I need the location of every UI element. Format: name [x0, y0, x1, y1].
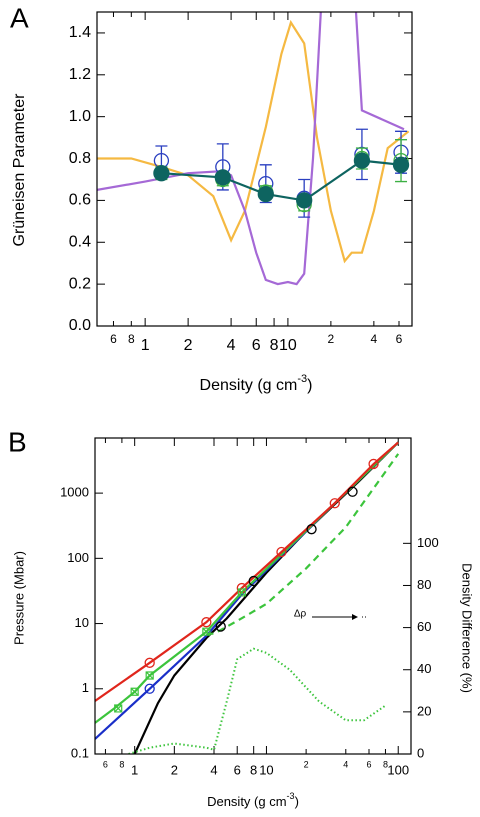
marker: [276, 546, 287, 558]
y-tick-label: 1.2: [69, 66, 91, 83]
x-tick-label: 4: [371, 332, 378, 346]
x-tick-label: 8: [250, 762, 257, 777]
y2-tick-label: 40: [417, 661, 431, 676]
x-tick-label: 2: [171, 762, 178, 777]
marker: [296, 192, 313, 209]
x-tick-label: 8: [119, 759, 124, 769]
annotation: Δρ: [294, 609, 307, 620]
y2-tick-label: 20: [417, 703, 431, 718]
x-tick-label: 8: [270, 337, 279, 354]
x-tick-label: 10: [279, 337, 297, 354]
series-line: [133, 441, 399, 754]
marker: [144, 683, 155, 694]
y-tick-label: 0.4: [69, 233, 91, 250]
marker: [145, 671, 154, 680]
y2-axis-label: Density Difference (%): [460, 563, 475, 693]
marker: [368, 458, 379, 470]
series-line: [206, 453, 400, 635]
plot-frame: [96, 11, 413, 327]
y2-tick-label: 60: [417, 619, 431, 634]
x-tick-label: 6: [366, 759, 371, 769]
x-tick-label: 6: [234, 762, 241, 777]
marker: [306, 524, 317, 535]
marker: [353, 152, 371, 169]
y-tick-label: 1000: [60, 485, 89, 500]
plot-area: [95, 441, 400, 754]
marker: [214, 169, 231, 186]
x-tick-label: 2: [184, 337, 193, 354]
y-tick-label: 0.2: [69, 275, 91, 292]
x-tick-label: 4: [210, 762, 217, 777]
series-line: [97, 12, 405, 286]
y-tick-label: 100: [67, 550, 89, 565]
marker: [347, 486, 358, 497]
marker: [202, 627, 211, 636]
x-tick-label: 4: [343, 759, 348, 769]
series-line: [95, 441, 399, 724]
marker: [329, 498, 340, 509]
marker: [237, 588, 246, 597]
marker: [201, 617, 212, 628]
series-line: [128, 647, 387, 754]
x-tick-label: 6: [396, 332, 403, 346]
marker: [144, 657, 155, 668]
y-tick-label: 0.8: [69, 150, 91, 167]
marker: [130, 687, 139, 696]
plot-frame: [94, 437, 412, 755]
x-tick-label: 1: [141, 337, 150, 354]
y-tick-label: 0.1: [71, 745, 89, 760]
y2-tick-label: 100: [417, 535, 439, 550]
x-tick-label: 6: [103, 759, 108, 769]
x-axis-label: Density (g cm-3): [200, 373, 313, 394]
y-tick-label: 1: [82, 680, 89, 695]
y2-tick-label: 0: [417, 745, 424, 760]
y-tick-label: 10: [75, 615, 89, 630]
panel-label: B: [8, 426, 27, 457]
x-tick-label: 8: [383, 759, 388, 769]
annotation-arrowhead: [352, 614, 358, 620]
panel-label: A: [10, 2, 29, 33]
marker: [153, 165, 170, 182]
y-tick-label: 1.4: [69, 24, 91, 41]
x-tick-label: 2: [304, 759, 309, 769]
x-tick-label: 8: [128, 332, 135, 346]
marker: [114, 704, 123, 713]
x-tick-label: 1: [131, 762, 138, 777]
y-tick-label: 1.0: [69, 108, 91, 125]
y-axis-label: Grüneisen Parameter: [11, 93, 28, 247]
marker: [248, 575, 259, 587]
x-tick-label: 100: [387, 762, 409, 777]
x-tick-label: 10: [259, 762, 273, 777]
x-tick-label: 2: [328, 332, 335, 346]
marker: [215, 621, 226, 632]
x-tick-label: 6: [252, 337, 261, 354]
marker: [392, 156, 410, 173]
x-tick-label: 6: [110, 332, 117, 346]
series-line: [95, 441, 399, 702]
marker: [257, 185, 274, 203]
y-tick-label: 0.6: [69, 192, 91, 209]
x-axis-label: Density (g cm-3): [207, 791, 299, 809]
y-tick-label: 0.0: [69, 317, 91, 334]
x-tick-label: 4: [227, 337, 236, 354]
y2-tick-label: 80: [417, 577, 431, 592]
y-axis-label: Pressure (Mbar): [11, 551, 26, 645]
plot-area: [97, 12, 410, 286]
